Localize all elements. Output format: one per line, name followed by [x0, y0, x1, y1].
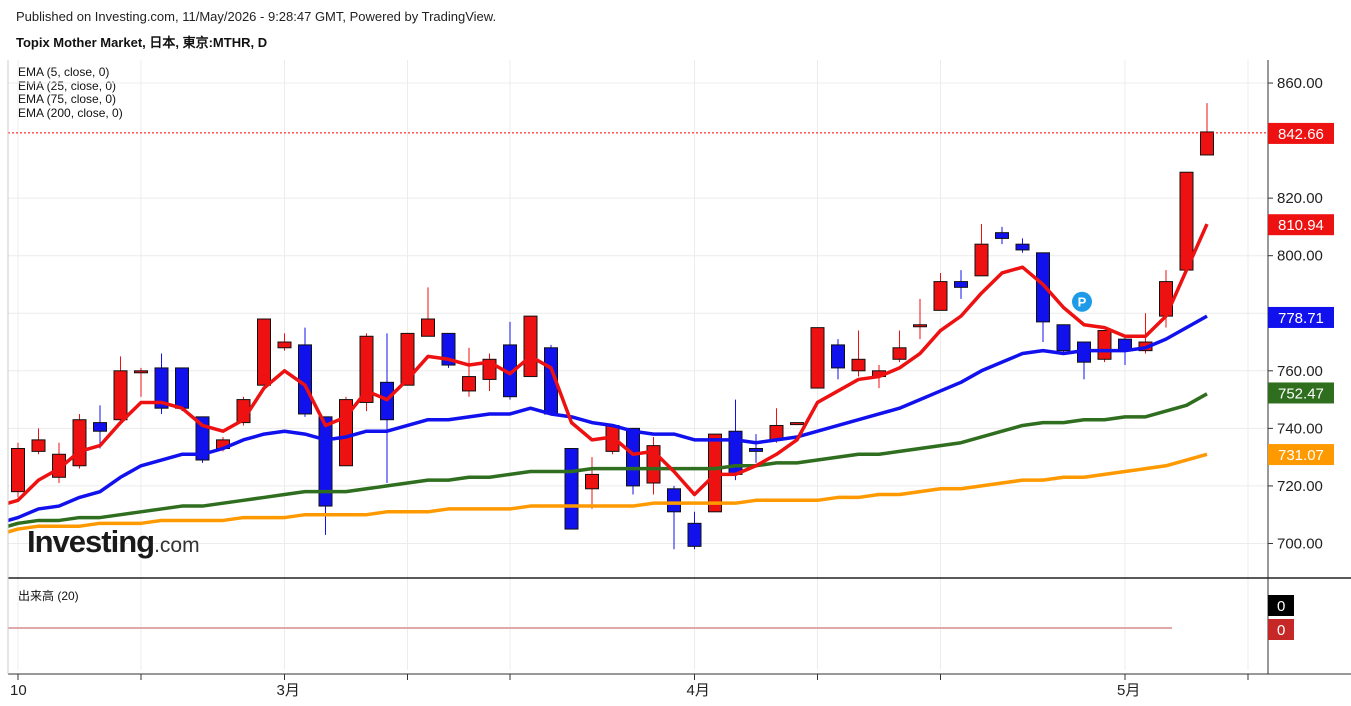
marker-circle [1072, 291, 1092, 312]
price-tag-bg [1268, 306, 1334, 328]
price-tag-bg [1268, 444, 1334, 466]
legend-ema75[interactable]: EMA (75, close, 0) [18, 92, 117, 107]
legend-ema5[interactable]: EMA (5, close, 0) [18, 65, 110, 79]
candle-body [1036, 252, 1050, 323]
candle-body [933, 281, 948, 311]
candle-body [421, 318, 435, 337]
candle-body [667, 488, 681, 513]
price-tags: 842.66 810.94 778.71 752.47 731.07 0 0 [1268, 122, 1334, 640]
candle-body [1097, 330, 1112, 360]
volume-tag-label: 0 [1277, 598, 1285, 615]
candle-body [1015, 243, 1030, 251]
y-tick-label: 800.00 [1277, 248, 1323, 265]
x-tick-label: 4月 [687, 682, 710, 699]
candle-body [995, 232, 1009, 239]
y-tick-label: 860.00 [1277, 75, 1323, 92]
legend-ema25[interactable]: EMA (25, close, 0) [18, 78, 117, 93]
y-tick-label: 740.00 [1277, 420, 1323, 437]
candle-body [462, 376, 476, 392]
candle-body [831, 344, 845, 369]
candle-body [113, 370, 128, 421]
indicator-legend[interactable]: EMA (5, close, 0) EMA (25, close, 0) EMA… [18, 65, 123, 121]
ema5-line [7, 223, 1209, 505]
ema200-line [7, 452, 1208, 534]
candle-body [298, 344, 312, 415]
candle-body [954, 281, 968, 288]
investing-logo: Investing.com [27, 524, 200, 560]
price-tag-label: 842.66 [1278, 126, 1324, 143]
x-tick-label: 10 [10, 682, 27, 699]
candle-body [359, 335, 374, 403]
candle-body [913, 324, 927, 328]
candle-body [31, 439, 46, 452]
volume-tag-bg [1268, 595, 1294, 616]
x-tick-label: 5月 [1117, 682, 1140, 699]
ema-lines: P [7, 132, 1268, 534]
candle-body [1159, 281, 1173, 317]
candle-body [93, 422, 107, 432]
x-tick-label: 3月 [277, 682, 300, 699]
candlestick-series [11, 103, 1214, 550]
candle-body [687, 522, 702, 547]
marker-label: P [1078, 295, 1087, 310]
candle-body [626, 427, 640, 487]
ema25-line [7, 314, 1208, 523]
candle-body [11, 448, 25, 493]
y-tick-label: 760.00 [1277, 363, 1323, 380]
candle-body [585, 473, 599, 490]
price-tag-bg [1268, 122, 1334, 144]
candle-body [892, 347, 907, 360]
y-tick-label: 700.00 [1277, 535, 1323, 552]
ema75-line [7, 392, 1208, 528]
candle-body [523, 315, 538, 378]
candle-body [400, 332, 415, 386]
price-tag-bg [1268, 214, 1334, 236]
candle-body [1200, 131, 1214, 156]
logo-main: Investing [27, 524, 155, 559]
candle-body [72, 419, 87, 467]
candle-body [257, 318, 271, 386]
y-tick-label: 720.00 [1277, 478, 1323, 495]
candle-body [277, 341, 292, 349]
candle-body [1056, 324, 1071, 352]
candle-body [564, 448, 579, 530]
price-tag-label: 810.94 [1278, 217, 1324, 234]
candle-body [175, 367, 189, 409]
volume-tag-bg [1268, 619, 1294, 640]
price-tag-label: 778.71 [1278, 310, 1324, 327]
candle-body [810, 327, 825, 389]
candle-body [851, 358, 866, 372]
legend-ema200[interactable]: EMA (200, close, 0) [18, 106, 123, 121]
candle-body [339, 399, 353, 467]
price-tag-bg [1268, 382, 1334, 404]
candle-body [134, 370, 148, 374]
logo-suffix: .com [154, 534, 200, 557]
price-tag-label: 752.47 [1278, 385, 1324, 402]
candle-body [1179, 171, 1194, 271]
candle-body [790, 422, 804, 426]
volume-tag-label: 0 [1277, 622, 1285, 639]
price-tag-label: 731.07 [1278, 447, 1324, 464]
chart-title: Topix Mother Market, 日本, 東京:MTHR, D [16, 35, 268, 50]
candle-body [154, 367, 169, 409]
volume-label[interactable]: 出来高 (20) [18, 589, 79, 603]
published-line: Published on Investing.com, 11/May/2026 … [16, 9, 497, 24]
candle-body [749, 448, 763, 452]
y-tick-label: 820.00 [1277, 190, 1323, 207]
axes: 860.00820.00800.00780.00760.00740.00720.… [7, 60, 1351, 699]
candle-body [974, 243, 989, 277]
